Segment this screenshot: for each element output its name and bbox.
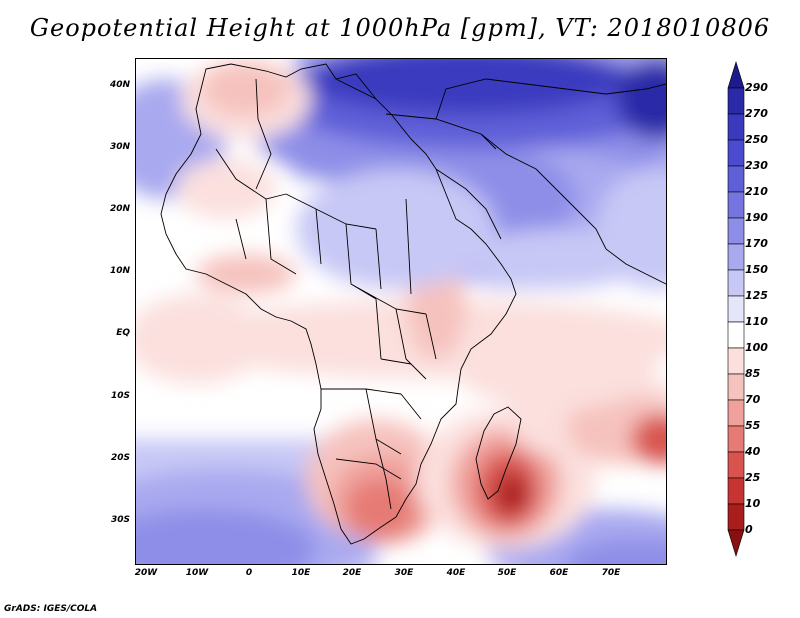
lat-label-30s: 30S <box>110 515 130 525</box>
colorbar-label-40: 40 <box>745 445 761 458</box>
colorbar-label-190: 190 <box>745 211 768 224</box>
map-plot <box>135 58 667 565</box>
colorbar-cap-bottom <box>727 529 745 558</box>
colorbar-segment <box>727 373 745 401</box>
lon-label-60e: 60E <box>549 568 569 578</box>
colorbar-segment <box>727 243 745 271</box>
lat-label-10n: 10N <box>109 266 130 276</box>
colorbar-label-25: 25 <box>745 471 761 484</box>
lon-label-20e: 20E <box>342 568 362 578</box>
colorbar-segment <box>727 425 745 453</box>
colorbar-label-100: 100 <box>745 341 768 354</box>
lon-label-0: 0 <box>245 568 253 578</box>
colorbar-segment <box>727 87 745 115</box>
colorbar-segment <box>727 321 745 349</box>
coastlines <box>160 63 666 545</box>
low-height-areas <box>136 59 666 564</box>
colorbar-label-55: 55 <box>745 419 761 432</box>
colorbar-segment <box>727 503 745 531</box>
lon-label-20w: 20W <box>134 568 158 578</box>
colorbar-label-170: 170 <box>745 237 768 250</box>
colorbar-segment <box>727 295 745 323</box>
colorbar-label-10: 10 <box>745 497 761 510</box>
lon-label-30e: 30E <box>394 568 414 578</box>
colorbar-segment <box>727 217 745 245</box>
colorbar-label-125: 125 <box>745 289 768 302</box>
colorbar-segment <box>727 269 745 297</box>
lon-label-10w: 10W <box>185 568 209 578</box>
colorbar-segment <box>727 477 745 505</box>
lon-label-70e: 70E <box>601 568 621 578</box>
lat-label-10s: 10S <box>110 391 130 401</box>
lat-label-20n: 20N <box>109 204 130 214</box>
colorbar-segment <box>727 165 745 193</box>
colorbar <box>727 60 745 558</box>
colorbar-label-270: 270 <box>745 107 768 120</box>
colorbar-label-210: 210 <box>745 185 768 198</box>
colorbar-label-290: 290 <box>745 81 768 94</box>
colorbar-segment <box>727 191 745 219</box>
colorbar-segment <box>727 113 745 141</box>
map-title: Geopotential Height at 1000hPa [gpm], VT… <box>29 14 771 42</box>
colorbar-label-85: 85 <box>745 367 761 380</box>
colorbar-label-0: 0 <box>745 523 753 536</box>
colorbar-label-250: 250 <box>745 133 768 146</box>
lat-label-eq: EQ <box>116 328 130 338</box>
lon-label-50e: 50E <box>497 568 517 578</box>
credit-text: GrADS: IGES/COLA <box>4 604 98 614</box>
colorbar-label-110: 110 <box>745 315 768 328</box>
colorbar-segment <box>727 451 745 479</box>
lat-label-40n: 40N <box>109 80 130 90</box>
colorbar-label-70: 70 <box>745 393 761 406</box>
colorbar-cap-top <box>727 60 745 89</box>
lat-label-20s: 20S <box>110 453 130 463</box>
colorbar-segment <box>727 347 745 375</box>
lon-label-40e: 40E <box>446 568 466 578</box>
geopotential-field <box>136 59 666 564</box>
colorbar-label-150: 150 <box>745 263 768 276</box>
colorbar-label-230: 230 <box>745 159 768 172</box>
lon-label-10e: 10E <box>291 568 311 578</box>
colorbar-segment <box>727 399 745 427</box>
lat-label-30n: 30N <box>109 142 130 152</box>
colorbar-segment <box>727 139 745 167</box>
